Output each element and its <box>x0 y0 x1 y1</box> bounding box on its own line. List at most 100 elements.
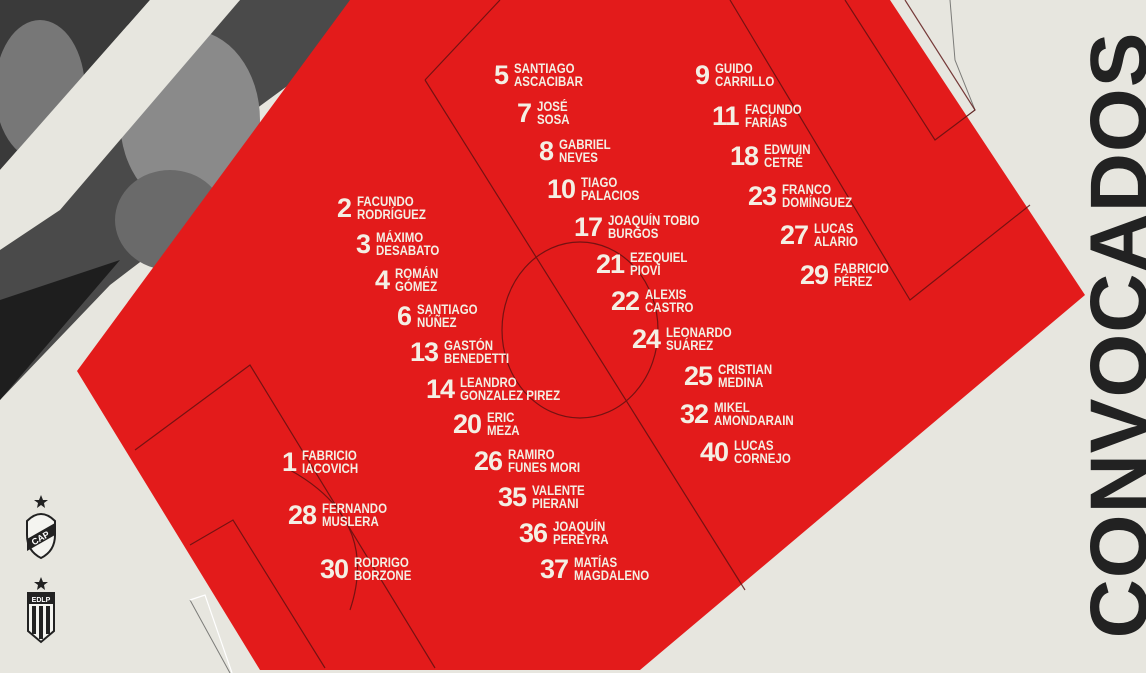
player-number: 11 <box>712 100 740 131</box>
player-last-name: MAGDALENO <box>574 568 650 583</box>
player-first-name: FABRICIO <box>302 448 357 463</box>
player-entry: 11 FACUNDO FARÍAS <box>712 101 811 131</box>
player-entry: 9 GUIDO CARRILLO <box>695 60 785 90</box>
player-name: VALENTE PIERANI <box>532 484 585 511</box>
player-name: GASTÓN BENEDETTI <box>444 338 510 366</box>
player-number: 32 <box>680 398 709 429</box>
player-first-name: LEANDRO <box>460 375 517 390</box>
player-name: FRANCO DOMÍNGUEZ <box>782 182 852 210</box>
player-first-name: FRANCO <box>782 182 832 197</box>
player-last-name: PIERANI <box>532 496 579 511</box>
player-first-name: JOAQUÍN <box>553 519 606 534</box>
player-name: MIKEL AMONDARAIN <box>714 401 794 428</box>
player-entry: 13 GASTÓN BENEDETTI <box>410 337 521 367</box>
player-last-name: FARÍAS <box>744 115 787 130</box>
player-first-name: FACUNDO <box>357 194 414 209</box>
player-last-name: CETRÉ <box>764 155 803 170</box>
player-number: 40 <box>700 436 729 467</box>
player-first-name: ALEXIS <box>645 287 687 302</box>
player-last-name: ASCACIBAR <box>514 74 583 89</box>
player-entry: 14 LEANDRO GONZALEZ PIREZ <box>426 374 578 404</box>
player-name: LEONARDO SUÁREZ <box>666 325 732 353</box>
player-first-name: EZEQUIEL <box>630 250 688 265</box>
player-name: ALEXIS CASTRO <box>645 287 694 315</box>
player-number: 35 <box>498 481 527 512</box>
player-first-name: FERNANDO <box>322 501 388 516</box>
player-first-name: GUIDO <box>715 61 753 76</box>
player-first-name: EDWUIN <box>764 142 811 157</box>
player-number: 14 <box>426 373 455 404</box>
player-first-name: TIAGO <box>581 175 618 190</box>
player-last-name: MEZA <box>487 423 520 438</box>
player-entry: 20 ERIC MEZA <box>453 409 525 439</box>
player-entry: 3 MÁXIMO DESABATO <box>356 229 451 259</box>
player-last-name: MUSLERA <box>322 514 379 529</box>
player-first-name: MATÍAS <box>574 555 618 570</box>
player-last-name: PEREYRA <box>553 532 609 547</box>
player-entry: 35 VALENTE PIERANI <box>498 482 594 512</box>
player-number: 9 <box>695 59 710 90</box>
player-last-name: BURGOS <box>608 226 659 241</box>
player-last-name: MEDINA <box>718 375 764 390</box>
player-entry: 21 EZEQUIEL PIOVI <box>596 249 698 279</box>
player-name: LUCAS CORNEJO <box>734 438 791 466</box>
player-last-name: ALARIO <box>814 234 859 249</box>
player-last-name: FUNES MORI <box>508 460 581 475</box>
field <box>77 0 1085 670</box>
player-name: FACUNDO RODRÍGUEZ <box>357 194 426 222</box>
player-name: JOSÉ SOSA <box>537 99 570 127</box>
player-first-name: LUCAS <box>814 221 854 236</box>
player-first-name: FACUNDO <box>744 102 802 117</box>
player-first-name: JOSÉ <box>537 99 568 114</box>
player-entry: 36 JOAQUÍN PEREYRA <box>519 518 618 548</box>
player-number: 10 <box>547 173 576 204</box>
player-name: FACUNDO FARÍAS <box>744 102 802 130</box>
player-last-name: GONZALEZ PIREZ <box>460 388 561 403</box>
player-number: 25 <box>684 360 713 391</box>
player-number: 6 <box>397 300 412 331</box>
player-name: FERNANDO MUSLERA <box>322 501 388 529</box>
player-entry: 23 FRANCO DOMÍNGUEZ <box>748 181 865 211</box>
player-last-name: PALACIOS <box>581 188 640 203</box>
player-number: 30 <box>320 553 349 584</box>
player-last-name: CASTRO <box>645 300 694 315</box>
player-number: 22 <box>611 285 640 316</box>
player-name: GUIDO CARRILLO <box>715 61 774 89</box>
player-first-name: RAMIRO <box>508 447 555 462</box>
player-number: 27 <box>780 219 809 250</box>
svg-text:EDLP: EDLP <box>32 597 51 604</box>
player-entry: 28 FERNANDO MUSLERA <box>288 500 399 530</box>
player-last-name: PÉREZ <box>834 274 873 289</box>
player-entry: 7 JOSÉ SOSA <box>517 98 575 128</box>
player-name: JOAQUÍN PEREYRA <box>553 519 609 547</box>
player-number: 13 <box>410 336 439 367</box>
player-number: 20 <box>453 408 482 439</box>
player-first-name: ROMÁN <box>395 266 439 281</box>
player-number: 4 <box>375 264 390 295</box>
player-entry: 10 TIAGO PALACIOS <box>547 174 650 204</box>
player-entry: 1 FABRICIO IACOVICH <box>282 447 368 477</box>
player-number: 17 <box>574 211 603 242</box>
player-first-name: LUCAS <box>734 438 774 453</box>
player-last-name: DESABATO <box>376 243 440 258</box>
player-first-name: SANTIAGO <box>417 302 478 317</box>
player-entry: 17 JOAQUÍN TOBIO BURGOS <box>574 212 716 242</box>
player-entry: 6 SANTIAGO NÚÑEZ <box>397 301 488 331</box>
player-number: 23 <box>748 180 777 211</box>
player-last-name: BENEDETTI <box>444 351 510 366</box>
player-number: 7 <box>517 97 532 128</box>
player-first-name: GASTÓN <box>444 338 494 353</box>
player-entry: 8 GABRIEL NEVES <box>539 136 620 166</box>
player-last-name: NEVES <box>559 150 598 165</box>
player-entry: 25 CRISTIAN MEDINA <box>684 361 782 391</box>
player-entry: 40 LUCAS CORNEJO <box>700 437 801 467</box>
player-name: MATÍAS MAGDALENO <box>574 555 650 583</box>
player-number: 1 <box>282 446 297 477</box>
player-name: SANTIAGO ASCACIBAR <box>514 62 583 89</box>
player-last-name: GÓMEZ <box>395 279 438 294</box>
player-name: EDWUIN CETRÉ <box>764 142 811 170</box>
player-number: 28 <box>288 499 317 530</box>
player-entry: 30 RODRIGO BORZONE <box>320 554 422 584</box>
player-first-name: LEONARDO <box>666 325 732 340</box>
